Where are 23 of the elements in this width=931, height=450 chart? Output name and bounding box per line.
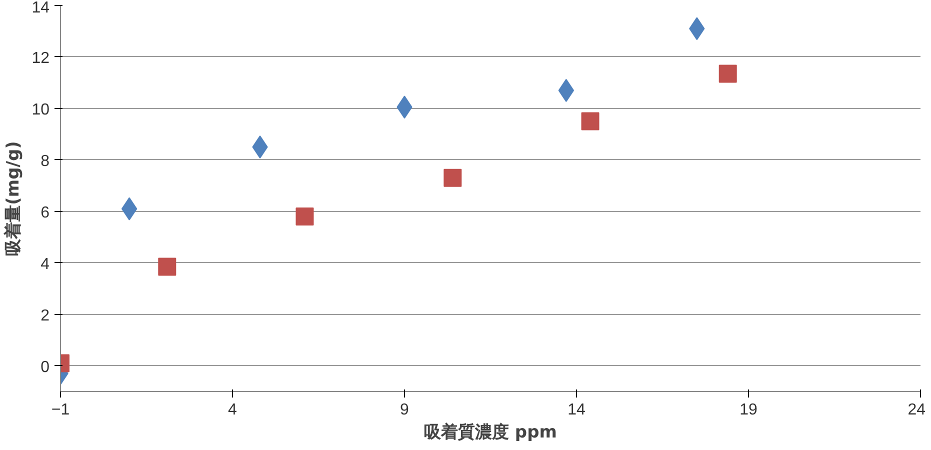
x-tick-label: −1 — [51, 402, 70, 418]
x-tick-label: 4 — [228, 402, 238, 418]
point — [581, 112, 600, 130]
x-tick-label: 14 — [568, 402, 586, 418]
point — [718, 64, 737, 83]
y-tick-label: 14 — [32, 0, 50, 16]
x-tick-label: 24 — [908, 402, 926, 418]
point — [558, 78, 574, 102]
point — [296, 208, 314, 226]
x-axis-title: 吸着質濃度 ppm — [424, 422, 557, 442]
y-tick-label: 6 — [40, 204, 50, 222]
point — [158, 258, 176, 276]
y-tick-label: 8 — [40, 152, 50, 170]
y-tick-label: 2 — [40, 307, 50, 324]
point — [444, 168, 462, 187]
y-tick-label: 0 — [40, 358, 50, 376]
y-tick-label: 10 — [32, 101, 50, 118]
y-axis-title: 吸着量(mg/g) — [4, 141, 24, 256]
x-tick-label: 9 — [400, 402, 410, 418]
y-tick-label: 4 — [40, 256, 50, 273]
y-tick-label: 12 — [32, 50, 50, 67]
point — [121, 197, 138, 220]
x-tick-label: 19 — [740, 402, 758, 418]
